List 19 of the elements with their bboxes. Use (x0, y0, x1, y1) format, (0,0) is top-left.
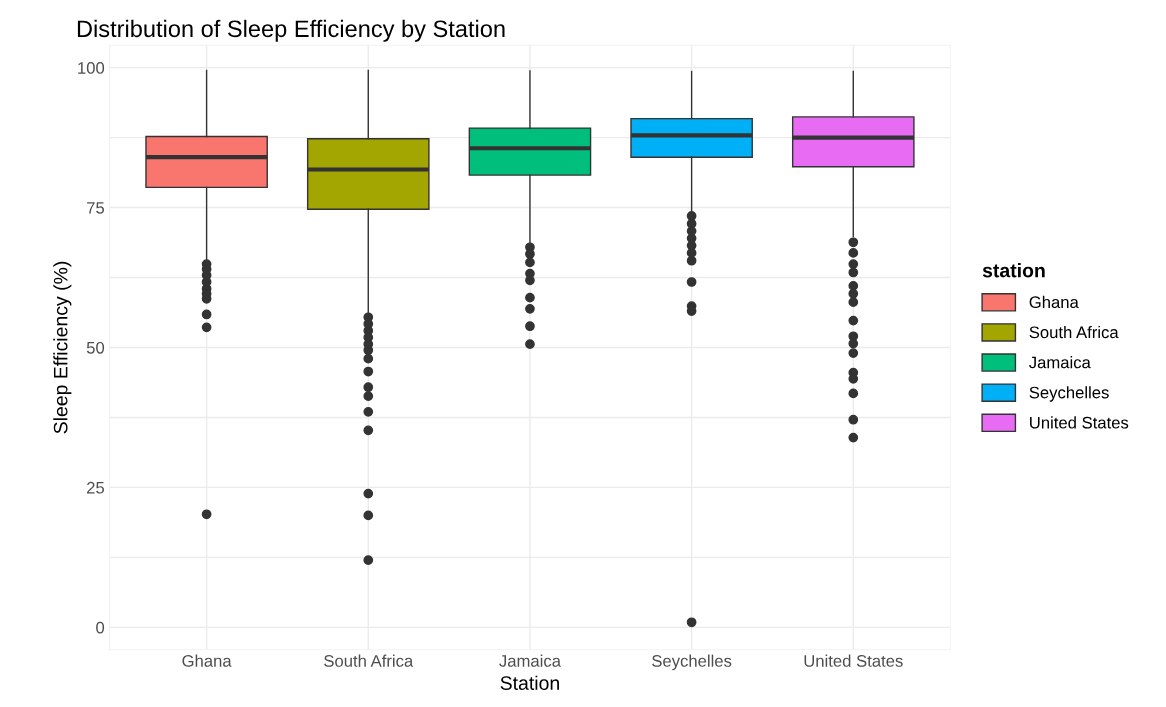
legend-label: Jamaica (1029, 356, 1091, 369)
x-tick-label: Jamaica (499, 654, 561, 667)
legend-label: Ghana (1029, 295, 1079, 309)
x-axis-title: Station (500, 675, 559, 690)
x-tick-label: South Africa (324, 654, 414, 667)
legend-title: station (982, 263, 1045, 278)
y-tick-label: 100 (78, 62, 105, 74)
legend-label: Seychelles (1029, 386, 1109, 402)
x-tick-label: Ghana (182, 654, 232, 667)
y-tick-label: 50 (86, 341, 105, 354)
x-tick-label: Seychelles (652, 654, 732, 671)
chart-title: Distribution of Sleep Efficiency by Station (77, 19, 505, 42)
x-tick-label: United States (804, 654, 903, 667)
y-tick-label: 0 (96, 621, 105, 634)
y-tick-label: 25 (87, 481, 105, 494)
legend-label: South Africa (1029, 325, 1119, 339)
legend-label: United States (1030, 416, 1129, 429)
y-tick-label: 75 (87, 202, 105, 214)
y-axis-title: Sleep Efficiency (%) (53, 261, 72, 434)
